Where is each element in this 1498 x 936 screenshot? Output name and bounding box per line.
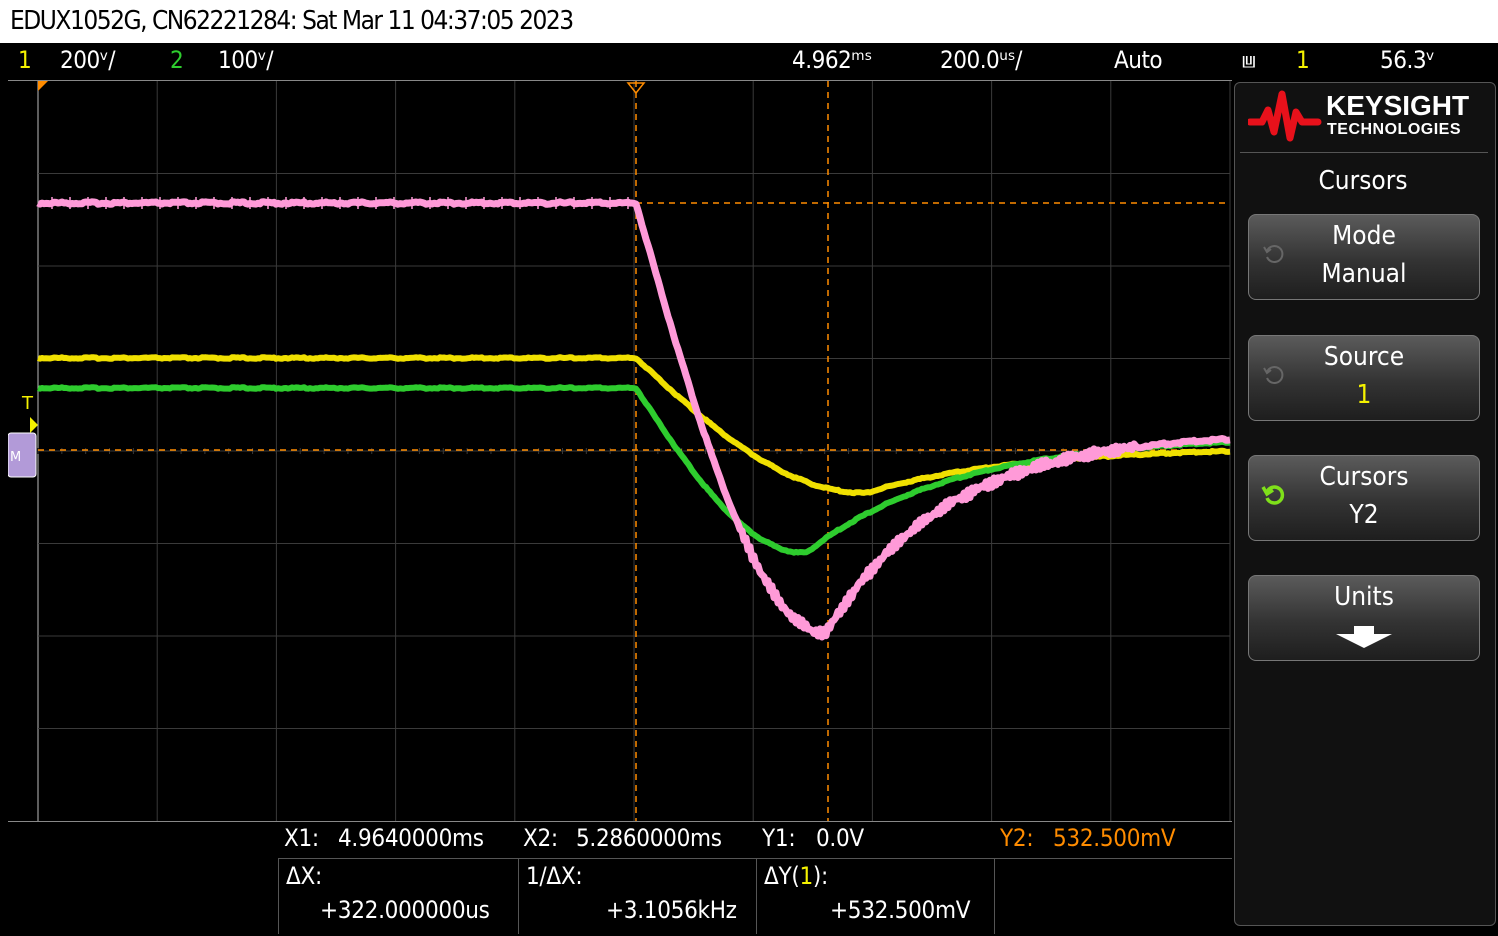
trigger-source[interactable]: 1 [1296, 46, 1310, 74]
waveform-svg: TM [8, 81, 1232, 821]
graticule [37, 81, 1231, 821]
dy-label: ΔY(1): [764, 862, 828, 890]
down-arrow-icon [1336, 626, 1392, 648]
softkey-source[interactable]: Source 1 [1248, 335, 1480, 421]
y1-label: Y1: [762, 824, 796, 852]
y2-value: 532.500mV [1053, 824, 1176, 852]
softkey-cursors-label: Cursors [1319, 462, 1409, 492]
window-title-bar: EDUX1052G, CN62221284: Sat Mar 11 04:37:… [0, 0, 1498, 43]
time-delay[interactable]: 4.962ᵐˢ [792, 46, 872, 74]
math-ground-marker [8, 432, 37, 478]
trigger-level-marker: T [21, 393, 34, 414]
ch1-label[interactable]: 1 [18, 46, 32, 74]
x2-value: 5.2860000ms [576, 824, 722, 852]
dy-label-pre: ΔY( [764, 862, 800, 890]
softkey-mode[interactable]: Mode Manual [1248, 214, 1480, 300]
ch2-scale[interactable]: 100ᵛ/ [218, 46, 273, 74]
trigger-level-arrow [30, 417, 38, 433]
softkey-cursors[interactable]: Cursors Y2 [1248, 455, 1480, 541]
trigger-level[interactable]: 56.3ᵛ [1380, 46, 1435, 74]
softkey-units-label: Units [1334, 582, 1394, 612]
dy-value: +532.500mV [830, 896, 971, 924]
math-ground-label: M [10, 450, 21, 465]
ground-markers: TM [8, 393, 38, 478]
dx-label: ΔX: [286, 862, 322, 890]
trigger-mode[interactable]: Auto [1114, 46, 1163, 74]
brand-subtitle: TECHNOLOGIES [1327, 121, 1462, 138]
y2-label: Y2: [1000, 824, 1034, 852]
knob-active-icon [1261, 485, 1285, 505]
time-scale[interactable]: 200.0ᵘˢ/ [940, 46, 1022, 74]
brand-name: KEYSIGHT [1326, 90, 1470, 121]
dy-label-post: ): [812, 862, 829, 890]
x1-label: X1: [284, 824, 319, 852]
ch2-label[interactable]: 2 [170, 46, 184, 74]
math-trace [36, 198, 1232, 641]
inv-dx-value: +3.1056kHz [606, 896, 737, 924]
menu-title: Cursors [1318, 166, 1408, 196]
dy-label-channel: 1 [799, 862, 813, 890]
cursor-readout: X1: 4.9640000ms X2: 5.2860000ms Y1: 0.0V… [8, 822, 1232, 934]
ch1-scale[interactable]: 200ᵛ/ [60, 46, 115, 74]
ch2-trace [37, 384, 1231, 556]
time-reference-marker [38, 81, 48, 91]
softkey-source-value: 1 [1356, 380, 1372, 410]
keysight-logo-icon [1248, 90, 1322, 142]
softkey-mode-value: Manual [1321, 259, 1407, 289]
x2-label: X2: [523, 824, 558, 852]
softkey-units[interactable]: Units [1248, 575, 1480, 661]
trigger-edge-icon: ⩏ [1242, 46, 1256, 74]
dx-value: +322.000000us [320, 896, 490, 924]
trigger-position-marker [626, 82, 646, 95]
inv-dx-label: 1/ΔX: [526, 862, 583, 890]
knob-icon [1263, 245, 1284, 263]
softkey-source-label: Source [1323, 342, 1405, 372]
y1-value: 0.0V [816, 824, 864, 852]
knob-icon [1263, 366, 1284, 384]
softkey-mode-label: Mode [1332, 221, 1396, 251]
waveform-traces [36, 197, 1232, 641]
status-bar: 1 200ᵛ/ 2 100ᵛ/ 4.962ᵐˢ 200.0ᵘˢ/ Auto ⩏ … [8, 43, 1496, 79]
x1-value: 4.9640000ms [338, 824, 484, 852]
window-title: EDUX1052G, CN62221284: Sat Mar 11 04:37:… [10, 6, 574, 36]
softkey-cursors-value: Y2 [1349, 500, 1379, 530]
